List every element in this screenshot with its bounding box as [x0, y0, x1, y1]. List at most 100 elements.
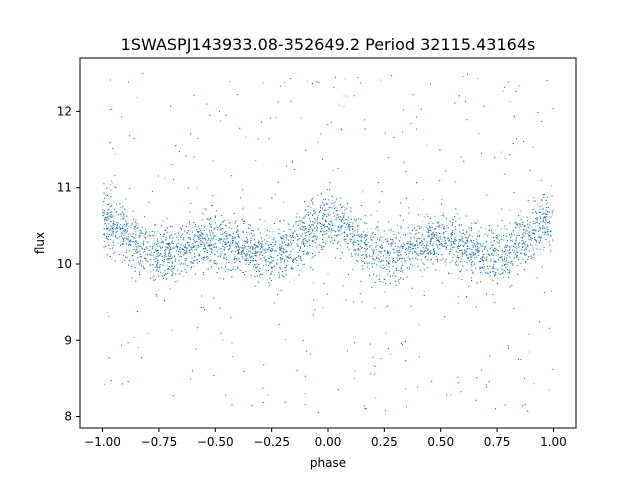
data-point — [442, 259, 444, 261]
data-point — [399, 236, 402, 238]
data-point — [455, 263, 457, 265]
data-point — [344, 240, 346, 242]
data-point — [370, 227, 372, 229]
data-point — [325, 213, 327, 215]
data-point — [247, 252, 249, 254]
data-point — [171, 225, 174, 227]
data-point — [516, 243, 518, 245]
data-point — [124, 232, 126, 234]
data-point — [245, 263, 247, 265]
data-point — [228, 219, 230, 221]
data-point — [345, 78, 347, 80]
data-points — [102, 72, 554, 414]
data-point — [219, 120, 222, 122]
data-point — [189, 231, 191, 233]
data-point — [413, 236, 415, 238]
data-point — [266, 270, 268, 272]
data-point — [416, 225, 418, 227]
data-point — [245, 251, 248, 253]
data-point — [396, 257, 398, 259]
data-point — [114, 153, 116, 155]
data-point — [153, 258, 155, 260]
data-point — [138, 264, 140, 266]
data-point — [425, 250, 427, 252]
data-point — [438, 239, 440, 242]
data-point — [233, 266, 235, 268]
data-point — [461, 232, 463, 235]
data-point — [231, 228, 233, 230]
data-point — [390, 353, 392, 355]
data-point — [304, 227, 306, 229]
data-point — [354, 370, 356, 372]
data-point — [457, 295, 459, 297]
data-point — [504, 157, 506, 159]
data-point — [156, 231, 158, 233]
data-point — [303, 250, 305, 252]
data-point — [261, 247, 264, 249]
data-point — [406, 242, 408, 245]
data-point — [284, 259, 286, 261]
data-point — [170, 242, 173, 244]
data-point — [226, 241, 228, 243]
data-point — [283, 201, 285, 203]
data-point — [501, 228, 503, 230]
data-point — [315, 220, 317, 222]
data-point — [117, 242, 119, 244]
data-point — [154, 257, 156, 259]
data-point — [158, 289, 160, 291]
data-point — [274, 193, 276, 196]
data-point — [461, 269, 463, 271]
data-point — [442, 236, 444, 238]
data-point — [533, 197, 535, 199]
data-point — [399, 251, 401, 254]
data-point — [520, 226, 522, 228]
data-point — [493, 261, 495, 263]
data-point — [176, 248, 178, 250]
data-point — [224, 235, 226, 237]
data-point — [105, 238, 107, 240]
data-point — [398, 280, 400, 282]
data-point — [357, 250, 359, 252]
data-point — [380, 79, 382, 81]
data-point — [522, 244, 524, 246]
data-point — [481, 245, 483, 248]
data-point — [393, 260, 396, 262]
data-point — [133, 253, 135, 255]
data-point — [340, 244, 342, 246]
data-point — [396, 224, 399, 226]
data-point — [193, 265, 195, 267]
data-point — [542, 249, 544, 251]
data-point — [432, 243, 434, 245]
data-point — [490, 258, 492, 260]
data-point — [338, 104, 340, 106]
data-point — [502, 90, 504, 92]
data-point — [462, 75, 464, 77]
data-point — [476, 239, 478, 241]
data-point — [418, 244, 420, 246]
data-point — [230, 244, 232, 246]
data-point — [400, 261, 402, 263]
data-point — [296, 212, 298, 214]
data-point — [269, 230, 271, 233]
data-point — [127, 223, 129, 225]
data-point — [299, 238, 301, 240]
data-point — [289, 281, 291, 283]
data-point — [446, 248, 448, 251]
data-point — [292, 241, 294, 243]
data-point — [120, 241, 122, 243]
data-point — [322, 307, 324, 309]
data-point — [288, 224, 290, 226]
data-point — [392, 231, 394, 233]
data-point — [521, 245, 523, 247]
data-point — [139, 262, 141, 264]
data-point — [209, 242, 211, 244]
data-point — [265, 256, 267, 258]
data-point — [384, 253, 386, 255]
data-point — [436, 259, 438, 261]
data-point — [472, 244, 474, 246]
data-point — [504, 228, 506, 230]
data-point — [377, 279, 379, 281]
data-point — [141, 260, 144, 262]
data-point — [309, 236, 311, 238]
